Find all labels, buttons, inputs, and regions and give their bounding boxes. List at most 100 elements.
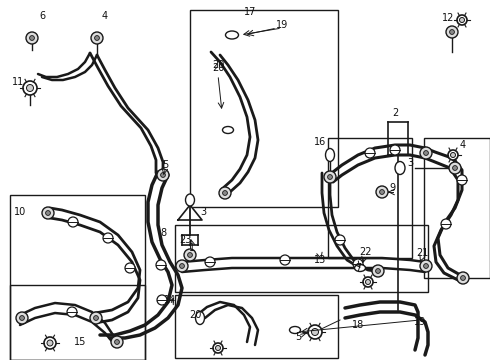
Text: 2: 2 — [392, 108, 398, 118]
Circle shape — [205, 257, 215, 267]
Circle shape — [457, 175, 467, 185]
Text: 7: 7 — [355, 263, 361, 273]
Circle shape — [125, 263, 135, 273]
Circle shape — [328, 175, 332, 179]
Circle shape — [372, 265, 384, 277]
Circle shape — [366, 279, 370, 284]
Text: 11: 11 — [12, 77, 24, 87]
Circle shape — [312, 328, 318, 336]
Bar — [424, 138, 490, 278]
Circle shape — [42, 207, 54, 219]
Circle shape — [380, 190, 384, 194]
Circle shape — [453, 166, 457, 170]
Circle shape — [180, 264, 184, 269]
Circle shape — [16, 312, 28, 324]
Circle shape — [420, 147, 432, 159]
Circle shape — [29, 36, 34, 40]
Text: 15: 15 — [74, 337, 86, 347]
Text: 22: 22 — [359, 247, 371, 257]
Text: 12: 12 — [442, 13, 454, 23]
Circle shape — [446, 26, 458, 38]
Bar — [175, 225, 428, 292]
Text: 21: 21 — [416, 248, 428, 258]
Circle shape — [184, 249, 196, 261]
Text: 17: 17 — [244, 7, 256, 17]
Text: 1: 1 — [189, 243, 195, 253]
Circle shape — [441, 219, 451, 229]
Text: 13: 13 — [314, 255, 326, 265]
Circle shape — [23, 81, 37, 95]
Circle shape — [420, 260, 432, 272]
Text: 19: 19 — [276, 20, 288, 30]
Bar — [328, 138, 412, 258]
Text: 20: 20 — [212, 63, 224, 73]
Text: 4: 4 — [102, 11, 108, 21]
Text: 14: 14 — [164, 295, 176, 305]
Circle shape — [68, 217, 78, 227]
Text: 5: 5 — [162, 160, 168, 170]
Text: 20: 20 — [212, 60, 224, 70]
Bar — [10, 195, 145, 360]
Text: 9: 9 — [389, 183, 395, 193]
Circle shape — [457, 15, 467, 25]
Circle shape — [363, 277, 373, 287]
Text: 3: 3 — [407, 158, 413, 168]
Text: 23: 23 — [179, 235, 191, 245]
Bar — [10, 285, 145, 360]
Circle shape — [324, 171, 336, 183]
Text: 4: 4 — [460, 140, 466, 150]
Circle shape — [95, 36, 99, 40]
Ellipse shape — [222, 126, 234, 134]
Circle shape — [156, 260, 166, 270]
Circle shape — [365, 148, 375, 158]
Circle shape — [460, 18, 465, 23]
Circle shape — [157, 295, 167, 305]
Circle shape — [450, 153, 456, 158]
Ellipse shape — [395, 162, 405, 175]
Circle shape — [188, 253, 193, 257]
Circle shape — [448, 150, 458, 160]
Circle shape — [157, 169, 169, 181]
Circle shape — [222, 190, 227, 195]
Circle shape — [376, 186, 388, 198]
Bar — [175, 295, 338, 358]
Circle shape — [216, 346, 220, 351]
Text: 20: 20 — [189, 310, 201, 320]
Circle shape — [20, 316, 25, 320]
Ellipse shape — [186, 194, 195, 206]
Circle shape — [67, 307, 77, 317]
Circle shape — [449, 162, 461, 174]
Text: 3: 3 — [200, 207, 206, 217]
Circle shape — [26, 85, 33, 91]
Text: 16: 16 — [314, 137, 326, 147]
Circle shape — [94, 316, 98, 320]
Text: 5: 5 — [295, 332, 301, 342]
Text: 6: 6 — [39, 11, 45, 21]
Text: 18: 18 — [352, 320, 364, 330]
Circle shape — [46, 211, 50, 215]
Text: 10: 10 — [14, 207, 26, 217]
Circle shape — [353, 259, 363, 269]
Circle shape — [213, 343, 223, 353]
Ellipse shape — [225, 31, 239, 39]
Polygon shape — [178, 205, 202, 220]
Text: 19: 19 — [414, 317, 426, 327]
Circle shape — [91, 32, 103, 44]
Circle shape — [47, 340, 53, 346]
Circle shape — [280, 255, 290, 265]
Bar — [190, 10, 338, 207]
Ellipse shape — [196, 311, 204, 324]
Circle shape — [176, 260, 188, 272]
Circle shape — [44, 337, 56, 349]
Ellipse shape — [325, 149, 335, 162]
Ellipse shape — [354, 265, 366, 271]
Circle shape — [103, 233, 113, 243]
Circle shape — [219, 187, 231, 199]
Circle shape — [111, 336, 123, 348]
Ellipse shape — [290, 327, 300, 333]
Circle shape — [376, 269, 380, 273]
Circle shape — [161, 172, 166, 177]
Circle shape — [26, 32, 38, 44]
Circle shape — [335, 235, 345, 245]
Circle shape — [390, 145, 400, 155]
